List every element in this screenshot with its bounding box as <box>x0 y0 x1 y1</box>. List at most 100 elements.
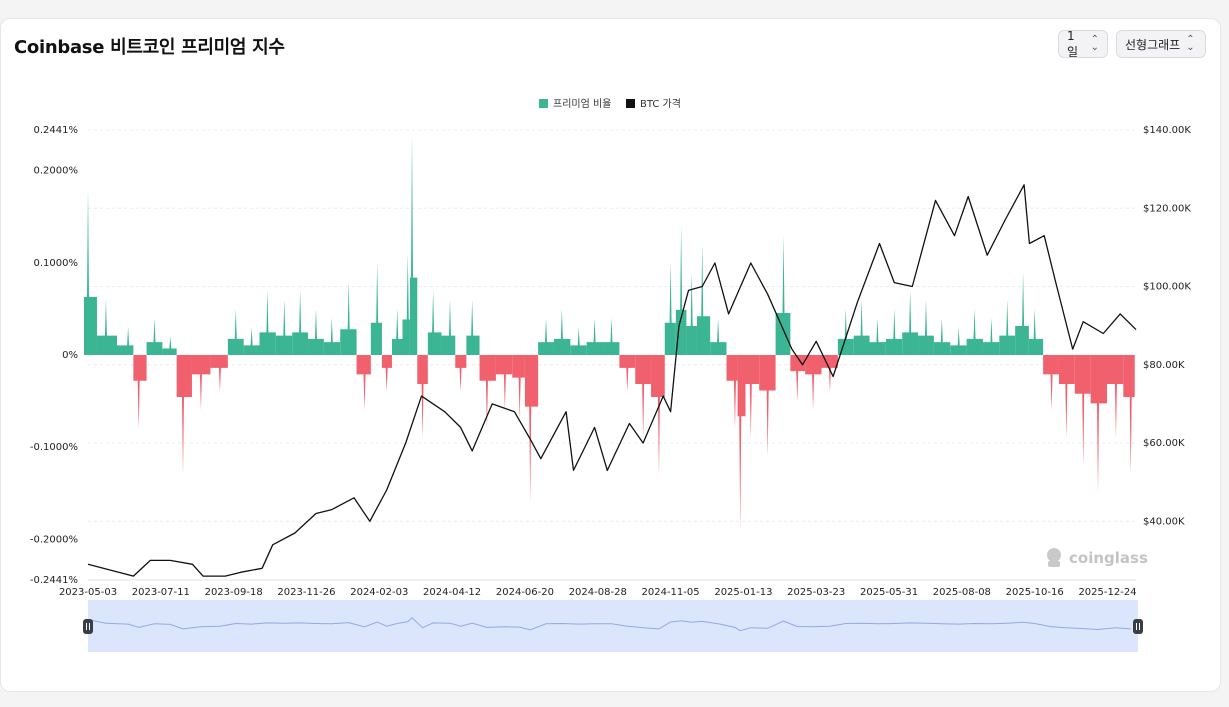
premium-bar[interactable] <box>96 299 118 355</box>
premium-bar[interactable] <box>696 244 711 355</box>
watermark: coinglass <box>1047 548 1148 567</box>
premium-bar[interactable] <box>790 355 806 402</box>
premium-bar[interactable] <box>837 308 854 355</box>
btc-price-path[interactable] <box>87 184 1137 577</box>
premium-bar[interactable] <box>805 355 822 411</box>
premium-bar[interactable] <box>512 355 525 420</box>
x-tick-label: 2024-08-28 <box>569 587 627 598</box>
premium-bar[interactable] <box>340 281 357 355</box>
btc-price-line <box>87 184 1137 577</box>
navigator-range[interactable] <box>88 600 1138 652</box>
premium-bar[interactable] <box>409 133 418 355</box>
premium-bar[interactable] <box>308 308 324 355</box>
premium-bar[interactable] <box>146 318 163 355</box>
premium-bar[interactable] <box>259 290 276 355</box>
premium-bar[interactable] <box>885 308 903 355</box>
premium-bar[interactable] <box>664 262 676 355</box>
premium-bar[interactable] <box>1015 272 1029 355</box>
premium-bar[interactable] <box>381 355 392 392</box>
premium-bar[interactable] <box>117 327 134 355</box>
y-right-tick-label: $60.00K <box>1143 438 1185 449</box>
y-left-tick-label: 0.2441% <box>34 125 79 136</box>
premium-bar[interactable] <box>1106 355 1124 438</box>
premium-bar[interactable] <box>745 355 760 438</box>
premium-bar[interactable] <box>391 308 403 355</box>
legend-swatch-premium <box>539 99 548 108</box>
y-left-tick-label: 0% <box>62 350 78 361</box>
x-tick-label: 2023-05-03 <box>59 587 117 598</box>
premium-bar[interactable] <box>999 299 1016 355</box>
premium-bar[interactable] <box>402 253 410 355</box>
premium-bar[interactable] <box>495 355 513 411</box>
legend-label-premium[interactable]: 프리미엄 비율 <box>553 98 611 110</box>
premium-bar[interactable] <box>1090 355 1107 494</box>
premium-bar[interactable] <box>427 290 442 355</box>
scale-select-label: 선형그래프 <box>1125 37 1181 52</box>
premium-bar[interactable] <box>553 308 571 355</box>
premium-bar[interactable] <box>1123 355 1135 475</box>
y-left-tick-label: 0.2000% <box>34 166 79 177</box>
premium-bar[interactable] <box>821 355 838 392</box>
premium-bar[interactable] <box>84 189 97 355</box>
interval-select[interactable]: 1일 ⌃ ⌄ <box>1058 29 1108 59</box>
navigator-handle-left[interactable] <box>83 619 93 634</box>
navigator-series-line <box>87 617 1131 632</box>
premium-bar[interactable] <box>133 355 147 429</box>
premium-bar[interactable] <box>1028 308 1044 355</box>
y-left-tick-label: -0.2441% <box>30 575 78 586</box>
premium-bar[interactable] <box>775 235 791 355</box>
premium-bar[interactable] <box>686 272 697 355</box>
x-tick-label: 2024-04-12 <box>423 587 481 598</box>
premium-bar[interactable] <box>466 299 480 355</box>
premium-bar[interactable] <box>853 299 870 355</box>
premium-bar[interactable] <box>737 355 746 531</box>
premium-bar[interactable] <box>675 225 687 355</box>
premium-bar[interactable] <box>1043 355 1059 411</box>
premium-bar[interactable] <box>479 355 496 429</box>
navigator-handle-right[interactable] <box>1133 619 1143 634</box>
chart-legend: 프리미엄 비율 BTC 가격 <box>539 97 681 110</box>
y-right-tick-label: $40.00K <box>1143 516 1185 527</box>
premium-bar[interactable] <box>966 308 983 355</box>
premium-bar[interactable] <box>918 299 934 355</box>
premium-bar[interactable] <box>323 318 341 355</box>
premium-bar[interactable] <box>1058 355 1075 438</box>
premium-bar[interactable] <box>524 355 539 503</box>
premium-bar[interactable] <box>538 318 554 355</box>
premium-bar[interactable] <box>243 327 260 355</box>
premium-bar[interactable] <box>176 355 192 475</box>
premium-bar[interactable] <box>1074 355 1091 466</box>
range-navigator[interactable] <box>83 600 1143 652</box>
premium-bar[interactable] <box>455 355 467 392</box>
premium-bar[interactable] <box>162 336 177 355</box>
chevron-updown-icon: ⌃ ⌄ <box>1186 34 1195 53</box>
x-tick-label: 2025-10-16 <box>1006 587 1064 598</box>
premium-bar[interactable] <box>292 290 309 355</box>
premium-bar[interactable] <box>356 355 371 411</box>
x-tick-label: 2025-03-23 <box>787 587 845 598</box>
y-right-tick-label: $120.00K <box>1143 203 1191 214</box>
premium-bar[interactable] <box>950 327 967 355</box>
premium-bar[interactable] <box>210 355 228 392</box>
premium-bar[interactable] <box>603 318 620 355</box>
premium-bar[interactable] <box>759 355 776 457</box>
premium-bar[interactable] <box>275 299 293 355</box>
scale-select[interactable]: 선형그래프 ⌃ ⌄ <box>1116 30 1206 58</box>
premium-bar[interactable] <box>869 318 886 355</box>
premium-bar[interactable] <box>619 355 636 392</box>
premium-bar[interactable] <box>635 355 652 438</box>
premium-bar[interactable] <box>586 318 604 355</box>
premium-bar[interactable] <box>726 355 738 429</box>
premium-bar[interactable] <box>370 262 382 355</box>
legend-label-price[interactable]: BTC 가격 <box>640 97 681 110</box>
premium-bar[interactable] <box>191 355 211 411</box>
premium-bar[interactable] <box>651 355 665 475</box>
premium-bar[interactable] <box>710 318 727 355</box>
premium-bar[interactable] <box>227 308 244 355</box>
premium-bar[interactable] <box>570 327 587 355</box>
premium-bar[interactable] <box>902 290 919 355</box>
premium-bar[interactable] <box>441 299 456 355</box>
premium-bar[interactable] <box>982 318 1000 355</box>
premium-bar[interactable] <box>933 318 951 355</box>
